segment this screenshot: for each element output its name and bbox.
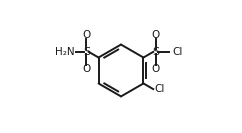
Text: O: O [151, 30, 160, 40]
Text: O: O [151, 64, 160, 74]
Text: S: S [152, 47, 159, 57]
Text: S: S [83, 47, 90, 57]
Text: H₂N: H₂N [55, 47, 75, 57]
Text: O: O [82, 64, 91, 74]
Text: O: O [82, 30, 91, 40]
Text: Cl: Cl [155, 84, 165, 94]
Text: Cl: Cl [172, 47, 183, 57]
